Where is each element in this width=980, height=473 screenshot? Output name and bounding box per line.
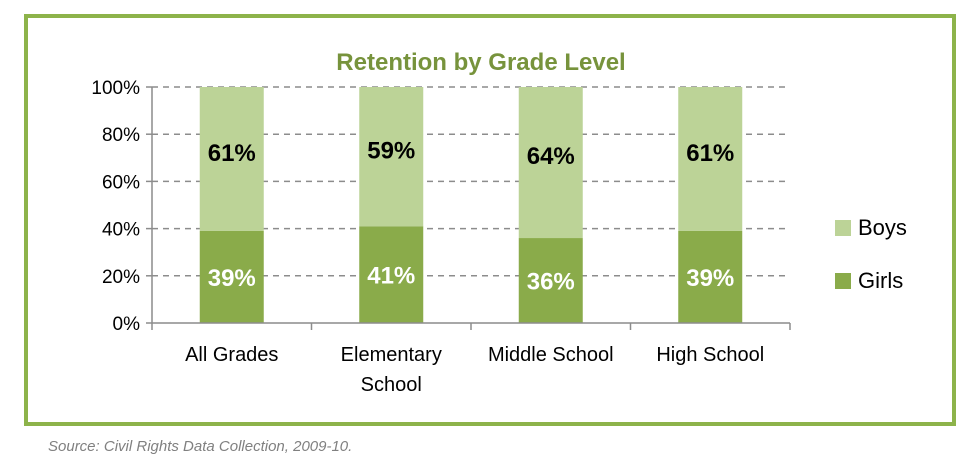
y-tick-label: 40% — [102, 220, 140, 241]
bar-boys — [678, 87, 743, 231]
bar-girls — [199, 230, 264, 323]
data-label-girls: 36% — [527, 269, 575, 296]
y-tick-label: 20% — [102, 267, 140, 288]
bar-boys — [199, 87, 264, 231]
y-tick-label: 0% — [113, 314, 141, 335]
x-tick-label: All Grades — [185, 344, 278, 366]
legend-swatch-boys — [835, 220, 851, 236]
retention-chart: Retention by Grade Level 0% 20% 40% 60% 80% 10… — [91, 49, 907, 396]
legend-label-girls: Girls — [858, 268, 903, 293]
data-label-girls: 39% — [686, 265, 734, 292]
data-label-boys: 61% — [208, 140, 256, 167]
y-tick-label: 100% — [91, 78, 140, 99]
legend-label-boys: Boys — [858, 215, 907, 240]
data-label-girls: 41% — [367, 263, 415, 290]
bar-boys — [518, 87, 583, 239]
chart-title: Retention by Grade Level — [336, 49, 625, 76]
x-tick-label: Middle School — [488, 344, 614, 366]
data-label-boys: 61% — [686, 140, 734, 167]
data-label-boys: 64% — [527, 143, 575, 170]
legend-swatch-girls — [835, 273, 851, 289]
data-label-boys: 59% — [367, 138, 415, 165]
chart-frame — [24, 14, 956, 426]
bar-girls — [518, 238, 583, 323]
bar-girls — [359, 226, 424, 323]
data-label-girls: 39% — [208, 265, 256, 292]
bar-boys — [359, 87, 424, 227]
y-tick-label: 60% — [102, 172, 140, 193]
source-note: Source: Civil Rights Data Collection, 20… — [48, 438, 353, 455]
x-tick-label: High School — [656, 344, 764, 366]
x-tick-label: Elementary — [341, 344, 442, 366]
x-tick-label: School — [361, 374, 422, 396]
bar-girls — [678, 230, 743, 323]
y-tick-label: 80% — [102, 125, 140, 146]
